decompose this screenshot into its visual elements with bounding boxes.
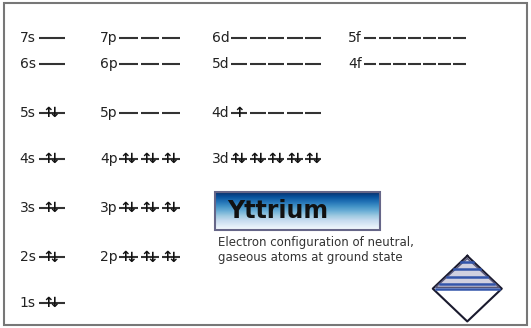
Text: 3p: 3p (100, 201, 118, 215)
Text: ↑: ↑ (233, 106, 245, 120)
Text: ↑: ↑ (304, 152, 315, 166)
Text: ↑: ↑ (267, 152, 278, 166)
Text: ↓: ↓ (48, 152, 60, 166)
Text: ↑: ↑ (42, 152, 54, 166)
Text: ↑: ↑ (140, 251, 152, 264)
Text: ↑: ↑ (42, 297, 54, 310)
Text: ↑: ↑ (161, 201, 173, 215)
Text: 6d: 6d (212, 31, 229, 45)
Polygon shape (435, 258, 499, 287)
Text: ↓: ↓ (147, 201, 158, 215)
Text: ↑: ↑ (119, 251, 131, 264)
Text: ↓: ↓ (168, 251, 179, 264)
Text: ↓: ↓ (147, 251, 158, 264)
Text: ↑: ↑ (285, 152, 297, 166)
Text: 2p: 2p (100, 251, 118, 264)
Text: ↑: ↑ (140, 152, 152, 166)
Text: 7p: 7p (100, 31, 118, 45)
Text: 1s: 1s (20, 297, 36, 310)
Text: ↓: ↓ (125, 152, 137, 166)
Text: 6s: 6s (20, 57, 36, 71)
Text: ↓: ↓ (310, 152, 322, 166)
Text: 2s: 2s (20, 251, 36, 264)
Text: ↑: ↑ (140, 201, 152, 215)
Text: ↓: ↓ (273, 152, 285, 166)
Text: 4p: 4p (100, 152, 118, 166)
Text: ↓: ↓ (48, 251, 60, 264)
Text: ↓: ↓ (147, 152, 158, 166)
Text: 5p: 5p (100, 106, 118, 120)
Text: Yttrium: Yttrium (227, 199, 328, 223)
Text: ↑: ↑ (42, 201, 54, 215)
Bar (215, 192, 380, 230)
Text: ↓: ↓ (168, 201, 179, 215)
Text: Electron configuration of neutral,
gaseous atoms at ground state: Electron configuration of neutral, gaseo… (218, 236, 414, 263)
Text: 4f: 4f (348, 57, 362, 71)
Text: ↓: ↓ (48, 201, 60, 215)
Text: 5s: 5s (20, 106, 36, 120)
Text: ↑: ↑ (42, 251, 54, 264)
Text: ↓: ↓ (236, 152, 247, 166)
Text: ↓: ↓ (292, 152, 303, 166)
Text: ↑: ↑ (161, 152, 173, 166)
Text: ↑: ↑ (161, 251, 173, 264)
Text: ↑: ↑ (42, 106, 54, 120)
Text: ↑: ↑ (119, 152, 131, 166)
Text: ↑: ↑ (229, 152, 241, 166)
Text: ↓: ↓ (125, 251, 137, 264)
Text: ↓: ↓ (125, 201, 137, 215)
Text: 5f: 5f (348, 31, 362, 45)
Text: 7s: 7s (20, 31, 36, 45)
Text: 3s: 3s (20, 201, 36, 215)
Text: 3d: 3d (212, 152, 229, 166)
Text: ↓: ↓ (168, 152, 179, 166)
Text: ↓: ↓ (48, 106, 60, 120)
Text: 4s: 4s (20, 152, 36, 166)
Text: ↑: ↑ (248, 152, 260, 166)
Text: ↑: ↑ (119, 201, 131, 215)
Text: ↓: ↓ (48, 297, 60, 310)
Text: 4d: 4d (212, 106, 229, 120)
Text: 6p: 6p (100, 57, 118, 71)
Text: ↓: ↓ (254, 152, 266, 166)
Text: 5d: 5d (212, 57, 229, 71)
